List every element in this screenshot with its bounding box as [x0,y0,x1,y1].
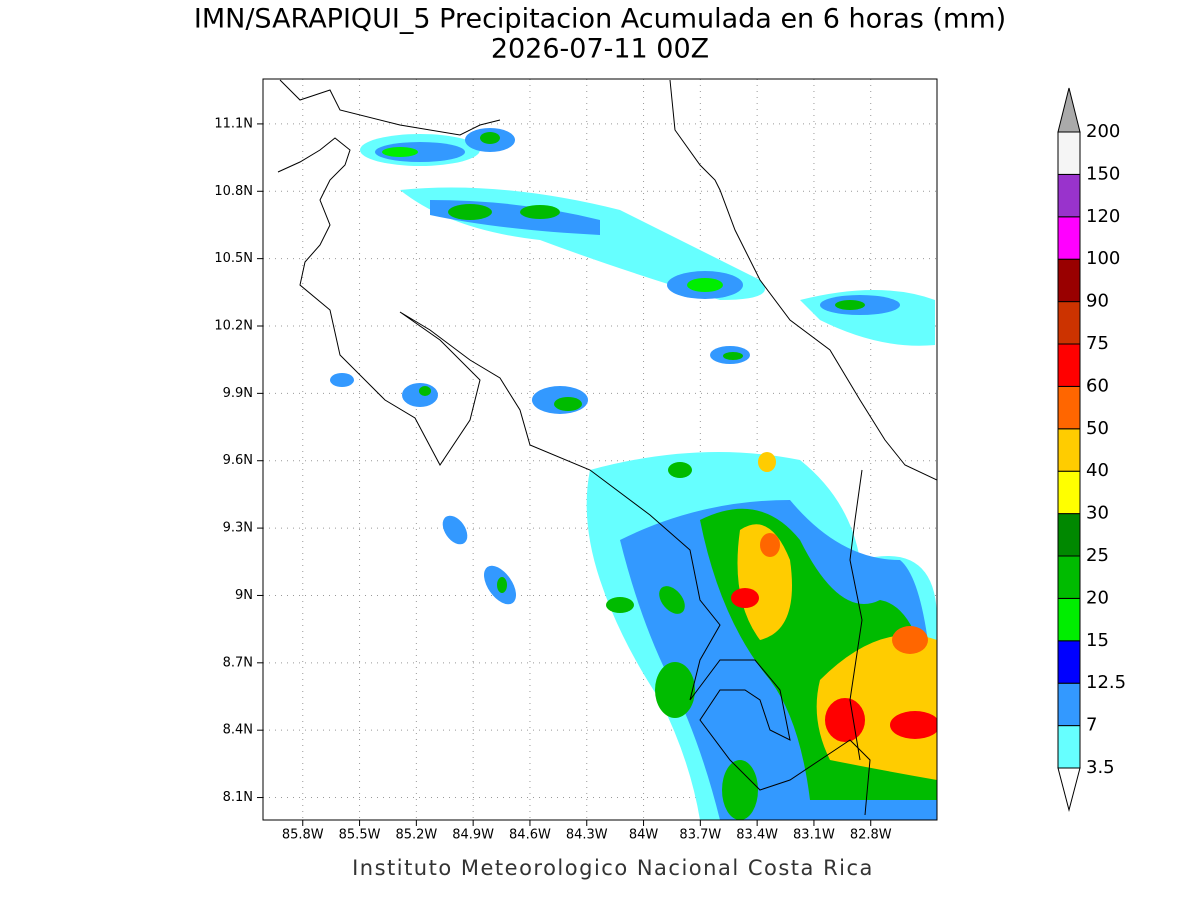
colorbar-box [1057,173,1081,218]
x-tick-label: 83.1W [793,828,835,843]
y-tick-label: 10.8N [214,184,253,199]
y-tick-label: 10.2N [214,319,253,334]
y-tick-label: 9N [235,588,253,603]
y-tick-label: 9.6N [223,453,253,468]
coastlines [277,79,937,816]
colorbar-label: 40 [1086,460,1109,481]
x-tick-label: 84.6W [509,828,551,843]
precip-area [330,128,937,820]
panama-border [849,469,863,761]
colorbar-label: 150 [1086,163,1120,184]
colorbar-label: 120 [1086,206,1120,227]
colorbar-box [1057,513,1081,557]
colorbar-box [1057,258,1081,303]
colorbar-box [1057,385,1081,430]
colorbar-label: 60 [1086,375,1109,396]
footer: Instituto Meteorologico Nacional Costa R… [352,856,874,880]
colorbar-box [1057,597,1081,642]
colorbar-box [1057,725,1081,769]
x-tick-label: 84.9W [452,828,494,843]
x-tick-label: 83.4W [736,828,778,843]
map-title: IMN/SARAPIQUI_5 Precipitacion Acumulada … [194,4,1006,35]
colorbar-box [1057,470,1081,515]
colorbar-label: 200 [1086,121,1120,142]
x-tick-label: 84.3W [566,828,608,843]
colorbar-label: 100 [1086,248,1120,269]
colorbar-box [1057,131,1081,175]
colorbar-box [1057,555,1081,599]
colorbar-box [1057,301,1081,345]
colorbar-label: 20 [1086,587,1109,608]
colorbar-box [1057,682,1081,727]
x-tick-label: 85.2W [395,828,437,843]
x-tick-label: 82.8W [850,828,892,843]
caribbean-coast [669,79,937,481]
colorbar: 3.5 7 12.5 15 20 25 30 40 50 60 75 90 100 120 150 200 [1057,87,1126,812]
colorbar-label: 90 [1086,291,1109,312]
x-tick-label: 83.7W [679,828,721,843]
colorbar-label: 30 [1086,503,1109,524]
border [279,79,501,136]
colorbar-label: 50 [1086,418,1109,439]
map-frame [262,78,938,821]
colorbar-label: 75 [1086,333,1109,354]
colorbar-box [1057,640,1081,684]
y-tick-label: 9.9N [223,386,253,401]
pacific-coast [277,137,871,816]
y-tick-label: 8.1N [223,790,253,805]
colorbar-label: 12.5 [1086,672,1126,693]
colorbar-under [1057,767,1081,812]
y-tick-label: 8.7N [223,655,253,670]
colorbar-box [1057,428,1081,472]
colorbar-label: 7 [1086,715,1097,736]
y-tick-label: 11.1N [214,116,253,131]
x-tick-label: 85.8W [282,828,324,843]
colorbar-box [1057,216,1081,260]
x-tick-label: 85.5W [339,828,381,843]
colorbar-box [1057,343,1081,387]
colorbar-label: 25 [1086,545,1109,566]
y-tick-label: 10.5N [214,251,253,266]
colorbar-over [1057,87,1081,133]
x-tick-label: 84W [629,828,659,843]
y-tick-label: 8.4N [223,723,253,738]
y-tick-label: 9.3N [223,521,253,536]
map-subtitle: 2026-07-11 00Z [491,34,709,65]
colorbar-label: 3.5 [1086,757,1115,778]
precip-field [330,128,937,820]
colorbar-label: 15 [1086,630,1109,651]
